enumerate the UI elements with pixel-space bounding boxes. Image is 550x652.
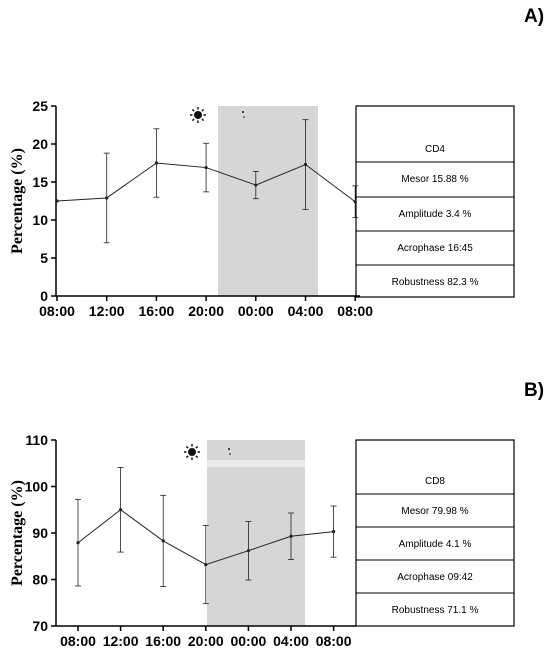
stats-b-acrophase: Acrophase 09:42	[397, 572, 473, 583]
x-tick-label: 04:00	[288, 303, 324, 319]
stats-a-mesor: Mesor 15.88 %	[401, 174, 468, 185]
sun-icon	[190, 107, 206, 123]
data-point	[204, 165, 208, 170]
stats-b-title: CD8	[425, 476, 445, 487]
x-tick-label: 12:00	[89, 303, 125, 319]
data-point	[303, 162, 308, 167]
x-tick-label: 08:00	[60, 633, 96, 649]
night-shade-b	[207, 440, 305, 626]
plot-a: 0 5 10 15 20 25 08:00 12:00 16:00 20:00 00:00 04:00…	[9, 98, 373, 319]
stats-box-b: CD8 Mesor 79.98 % Amplitude 4.1 % Acroph…	[355, 439, 515, 627]
x-tick-label: 04:00	[273, 633, 309, 649]
stats-b-robustness: Robustness 71.1 %	[392, 605, 479, 616]
panel-a-label: A)	[524, 6, 544, 27]
x-tick-label: 00:00	[230, 633, 266, 649]
y-tick-label: 0	[40, 288, 48, 304]
x-tick-label: 20:00	[188, 303, 224, 319]
night-shade-b-stripe	[207, 460, 305, 467]
stats-a-amplitude: Amplitude 3.4 %	[399, 209, 472, 220]
panel-b-label: B)	[524, 380, 544, 401]
night-shade-a	[218, 106, 318, 296]
data-point	[154, 161, 158, 165]
data-point	[289, 534, 293, 538]
stats-a-robustness: Robustness 82.3 %	[392, 277, 479, 288]
data-point	[204, 563, 208, 567]
panel-a: A) CD4 Mesor 15.88 % Amplitude 3.4 % Acr	[9, 6, 544, 319]
y-tick-label: 70	[32, 618, 48, 634]
y-tick-label: 90	[32, 525, 48, 541]
x-tick-label: 08:00	[337, 303, 373, 319]
data-point	[353, 200, 357, 204]
x-tick-label: 20:00	[188, 633, 224, 649]
x-tick-label: 08:00	[316, 633, 352, 649]
stats-b-amplitude: Amplitude 4.1 %	[399, 539, 472, 550]
y-tick-label: 20	[32, 136, 48, 152]
y-tick-label: 10	[32, 212, 48, 228]
sun-icon	[184, 444, 200, 460]
data-point	[76, 541, 80, 545]
x-tick-label: 16:00	[138, 303, 174, 319]
y-tick-label: 110	[25, 432, 48, 448]
stats-a-title: CD4	[425, 144, 445, 155]
y-axis-title: Percentage (%)	[9, 480, 26, 586]
data-point	[55, 199, 59, 203]
x-tick-label: 12:00	[103, 633, 139, 649]
plot-b: 70 80 90 100 110 08:00 12:00 16:00 20:00 00:00 04:…	[9, 432, 356, 649]
data-point	[119, 508, 123, 512]
y-tick-label: 100	[25, 479, 49, 495]
stats-b-mesor: Mesor 79.98 %	[401, 506, 468, 517]
data-point	[254, 183, 258, 187]
stats-box-a: CD4 Mesor 15.88 % Amplitude 3.4 % Acroph…	[355, 105, 515, 298]
x-tick-label: 08:00	[39, 303, 75, 319]
data-point	[246, 549, 250, 553]
y-tick-label: 80	[32, 572, 48, 588]
y-tick-label: 5	[40, 250, 48, 266]
moon-icon	[231, 108, 245, 122]
panel-b: B) CD8 Mesor 79.98 % Amplitude 4.1 %	[9, 380, 544, 649]
data-point	[161, 539, 165, 543]
data-point	[105, 196, 109, 200]
x-tick-label: 00:00	[238, 303, 274, 319]
x-tick-label: 16:00	[145, 633, 181, 649]
y-tick-label: 15	[32, 174, 48, 190]
y-tick-label: 25	[32, 98, 48, 114]
data-point	[332, 530, 336, 534]
y-axis-title: Percentage (%)	[9, 148, 26, 254]
moon-icon	[217, 445, 231, 459]
stats-a-acrophase: Acrophase 16:45	[397, 243, 473, 254]
